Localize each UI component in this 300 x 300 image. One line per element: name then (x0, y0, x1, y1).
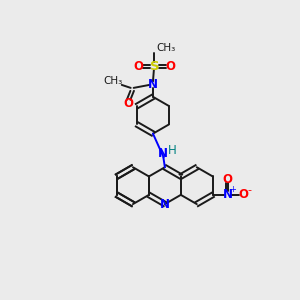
Text: N: N (223, 188, 232, 201)
Text: -: - (247, 185, 251, 195)
Text: CH₃: CH₃ (103, 76, 122, 86)
Text: N: N (158, 147, 168, 161)
Text: N: N (148, 78, 158, 92)
Text: S: S (150, 60, 159, 73)
Text: H: H (168, 144, 177, 158)
Text: O: O (133, 60, 143, 73)
Text: O: O (238, 188, 248, 201)
Text: O: O (166, 60, 176, 73)
Text: O: O (124, 97, 134, 110)
Text: CH₃: CH₃ (156, 43, 175, 53)
Text: +: + (229, 185, 236, 194)
Text: N: N (160, 198, 170, 211)
Text: O: O (223, 173, 232, 186)
